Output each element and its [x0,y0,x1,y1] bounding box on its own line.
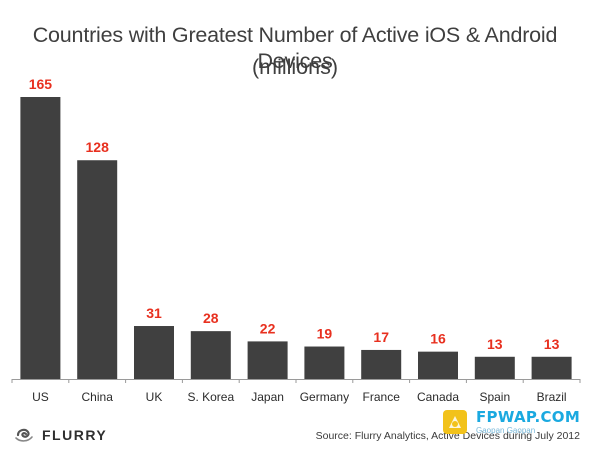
bar-china [77,160,118,379]
chart-title: Countries with Greatest Number of Active… [32,23,558,73]
watermark-icon [443,410,467,434]
x-tick-label: Canada [417,390,459,404]
bar-germany [304,346,345,379]
flurry-brand: FLURRY [42,427,108,443]
watermark-sub: Gaopan Gaopan [476,425,536,435]
data-label: 165 [29,76,53,92]
bar-us [20,97,61,379]
flurry-logo-icon [15,428,33,442]
bar-canada [418,351,458,379]
data-label: 16 [430,331,446,347]
data-label: 17 [373,329,389,345]
x-tick-label: Germany [300,390,349,404]
bar-uk [134,326,174,379]
data-label: 13 [487,336,503,352]
x-tick-label: China [82,390,114,404]
x-tick-label: France [363,390,401,404]
data-label: 19 [317,326,333,342]
bar-japan [247,341,288,379]
flurry-logo: FLURRY [14,424,107,446]
x-tick-label: UK [146,390,163,404]
bar-france [361,349,402,379]
data-label: 128 [86,139,110,155]
x-tick-label: US [32,390,49,404]
x-tick-label: Japan [251,390,284,404]
data-label: 22 [260,320,276,336]
watermark-site: FPWAP.COM [476,407,581,426]
bar-s-korea [190,331,231,379]
data-label: 13 [544,336,560,352]
bar-brazil [531,356,572,379]
x-tick-label: S. Korea [187,390,234,404]
data-label: 31 [146,305,162,321]
source-note: Source: Flurry Analytics, Active Devices… [315,430,580,442]
x-tick-label: Spain [479,390,510,404]
watermark: FPWAP.COM Gaopan Gaopan [440,405,580,439]
x-tick-label: Brazil [537,390,567,404]
chart-subtitle: (millions) [252,55,338,79]
data-label: 28 [203,310,219,326]
bar-spain [474,356,515,379]
